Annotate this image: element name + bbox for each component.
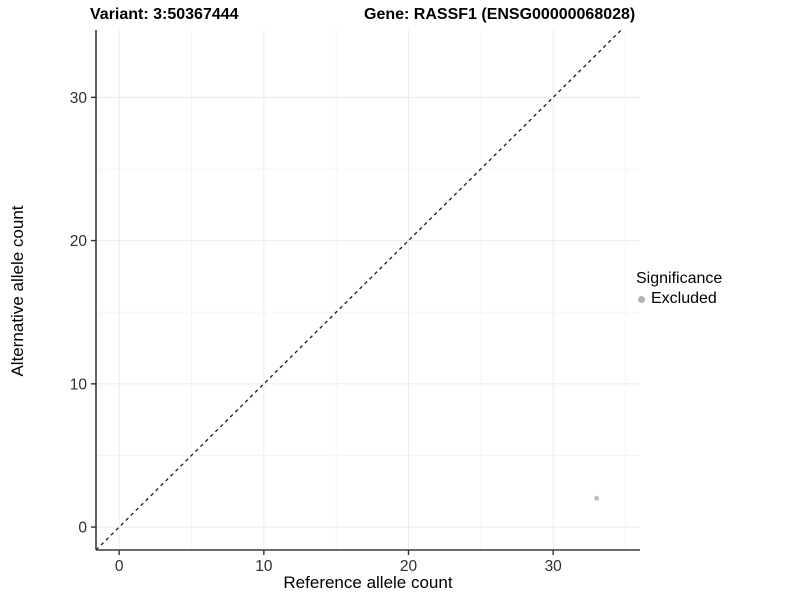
x-tick-label: 0 bbox=[115, 558, 124, 575]
gene-title: Gene: RASSF1 (ENSG00000068028) bbox=[364, 6, 636, 23]
x-tick-label: 20 bbox=[400, 558, 418, 575]
legend: Significance Excluded bbox=[636, 270, 722, 308]
legend-item-label: Excluded bbox=[651, 290, 717, 307]
x-axis-title: Reference allele count bbox=[283, 573, 453, 592]
y-tick-label: 20 bbox=[70, 233, 88, 250]
variant-title: Variant: 3:50367444 bbox=[90, 6, 239, 23]
legend-item-excluded: Excluded bbox=[636, 290, 722, 308]
data-point bbox=[594, 495, 600, 501]
legend-point-swatch-icon bbox=[638, 295, 645, 303]
legend-title: Significance bbox=[636, 270, 723, 287]
y-tick-label: 10 bbox=[70, 376, 88, 393]
y-axis-title: Alternative allele count bbox=[8, 205, 27, 377]
x-tick-label: 10 bbox=[255, 558, 273, 575]
x-tick-label: 30 bbox=[545, 558, 563, 575]
y-tick-label: 0 bbox=[78, 520, 87, 537]
identity-dashed-line bbox=[95, 29, 622, 551]
y-tick-label: 30 bbox=[70, 90, 88, 107]
